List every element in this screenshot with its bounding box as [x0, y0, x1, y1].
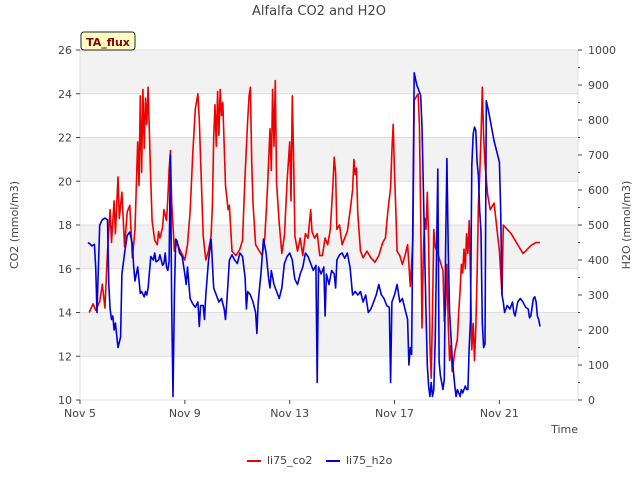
y-left-tick-label: 16	[58, 263, 72, 276]
y-left-tick-label: 14	[58, 307, 72, 320]
legend-label-h2o: li75_h2o	[346, 454, 393, 467]
y-right-tick-label: 200	[588, 324, 609, 337]
y-right-tick-label: 500	[588, 219, 609, 232]
y-right-tick-label: 600	[588, 184, 609, 197]
y-right-tick-label: 0	[588, 394, 595, 407]
y-right-tick-label: 100	[588, 359, 609, 372]
legend: li75_co2 li75_h2o	[247, 454, 393, 467]
x-tick-label: Nov 13	[270, 407, 309, 420]
background-band	[80, 312, 578, 357]
ta-flux-badge-label: TA_flux	[86, 36, 130, 49]
legend-item-co2: li75_co2	[247, 454, 312, 467]
x-tick-label: Nov 21	[480, 407, 519, 420]
chart-title: Alfalfa CO2 and H2O	[252, 4, 386, 19]
y-right-tick-label: 800	[588, 114, 609, 127]
legend-item-h2o: li75_h2o	[326, 454, 393, 467]
y-left-tick-label: 24	[58, 88, 72, 101]
y-left-tick-label: 12	[58, 350, 72, 363]
y-right-tick-label: 400	[588, 254, 609, 267]
y-right-tick-label: 700	[588, 149, 609, 162]
x-tick-label: Nov 17	[375, 407, 414, 420]
x-tick-label: Nov 5	[64, 407, 96, 420]
ta-flux-badge: TA_flux	[80, 31, 136, 51]
y-left-tick-label: 26	[58, 44, 72, 57]
axes: 10 12 14 16 18 20 22 24 26 0 100 200 300 400 500 600 700…	[58, 44, 616, 420]
y-right-tick-label: 300	[588, 289, 609, 302]
series-line-li75_h2o	[87, 72, 541, 398]
y-right-tick-label: 900	[588, 79, 609, 92]
y-axis-right-label: H2O (mmol/m3)	[620, 181, 633, 270]
series-layer	[87, 72, 541, 398]
x-tick-label: Nov 9	[169, 407, 201, 420]
y-left-tick-label: 10	[58, 394, 72, 407]
y-left-tick-label: 18	[58, 219, 72, 232]
x-axis-label: Time	[550, 423, 578, 436]
background-band	[80, 50, 578, 94]
series-line-li75_co2	[88, 79, 540, 379]
background-bands	[80, 50, 578, 357]
background-band	[80, 137, 578, 182]
y-left-tick-label: 20	[58, 175, 72, 188]
y-axis-left-label: CO2 (mmol/m3)	[8, 181, 21, 269]
legend-label-co2: li75_co2	[267, 454, 312, 467]
y-right-tick-label: 1000	[588, 44, 616, 57]
y-left-tick-label: 22	[58, 132, 72, 145]
